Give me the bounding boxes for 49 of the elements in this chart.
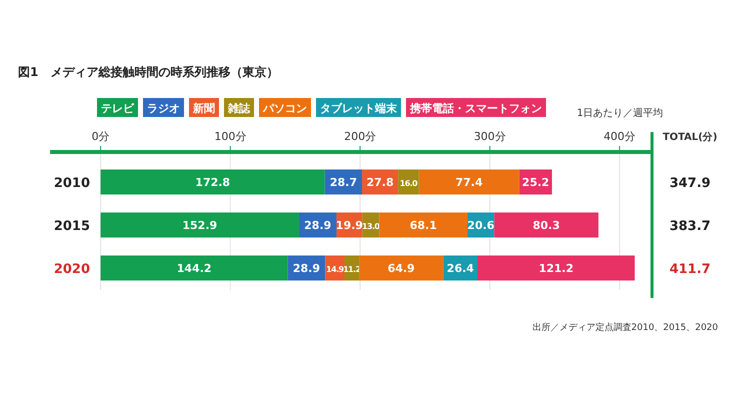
x-tick-label: 400分 bbox=[604, 130, 636, 143]
bar bbox=[100, 256, 288, 280]
x-tick-label: 300分 bbox=[474, 130, 506, 143]
data-label: 19.9 bbox=[336, 219, 363, 232]
text: 携帯電話・スマートフォン bbox=[409, 102, 542, 115]
data-label: 27.8 bbox=[366, 176, 394, 189]
data-label: 20.6 bbox=[467, 219, 495, 232]
data-label: 13.0 bbox=[362, 222, 380, 231]
data-label: 14.9 bbox=[326, 265, 345, 274]
bar bbox=[379, 212, 468, 238]
text: 1日あたり／週平均 bbox=[576, 107, 664, 119]
data-label: 172.8 bbox=[195, 176, 230, 189]
text: タブレット端末 bbox=[320, 102, 398, 115]
bar bbox=[100, 212, 299, 238]
y-tick-label: 2015 bbox=[54, 219, 90, 234]
data-label: 28.9 bbox=[292, 262, 320, 275]
data-label: 64.9 bbox=[388, 262, 415, 275]
chart-title: 図1 メディア総接触時間の時系列推移（東京） bbox=[18, 65, 278, 79]
x-tick-label: 200分 bbox=[344, 130, 376, 143]
x-tick-label: 0分 bbox=[92, 130, 110, 143]
text: 新聞 bbox=[192, 102, 215, 115]
bar bbox=[359, 256, 444, 280]
text: 383.7 bbox=[669, 219, 711, 234]
text: 411.7 bbox=[669, 262, 711, 277]
data-label: 28.7 bbox=[330, 176, 357, 189]
text: 出所／メディア定点調査2010、2015、2020 bbox=[532, 322, 718, 333]
data-label: 121.2 bbox=[538, 262, 574, 275]
bar bbox=[418, 170, 520, 194]
data-label: 16.0 bbox=[400, 179, 418, 188]
data-label: 28.9 bbox=[304, 219, 332, 232]
bar bbox=[494, 212, 598, 238]
data-label: 25.2 bbox=[522, 176, 550, 189]
data-label: 152.9 bbox=[182, 219, 218, 232]
data-label: 68.1 bbox=[410, 219, 437, 232]
bar bbox=[100, 170, 325, 194]
data-label: 77.4 bbox=[455, 176, 483, 189]
text: TOTAL(分) bbox=[662, 131, 718, 143]
y-tick-label: 2020 bbox=[54, 262, 90, 277]
data-label: 26.4 bbox=[446, 262, 474, 275]
x-tick-label: 100分 bbox=[214, 130, 246, 143]
text: テレビ bbox=[101, 102, 135, 115]
data-label: 144.2 bbox=[176, 262, 212, 275]
text: 347.9 bbox=[669, 176, 711, 191]
text: 雑誌 bbox=[227, 102, 251, 115]
data-label: 80.3 bbox=[532, 219, 560, 232]
y-tick-label: 2010 bbox=[54, 176, 90, 191]
bar bbox=[478, 256, 635, 280]
text: パソコン bbox=[262, 102, 307, 115]
text: ラジオ bbox=[147, 102, 180, 115]
